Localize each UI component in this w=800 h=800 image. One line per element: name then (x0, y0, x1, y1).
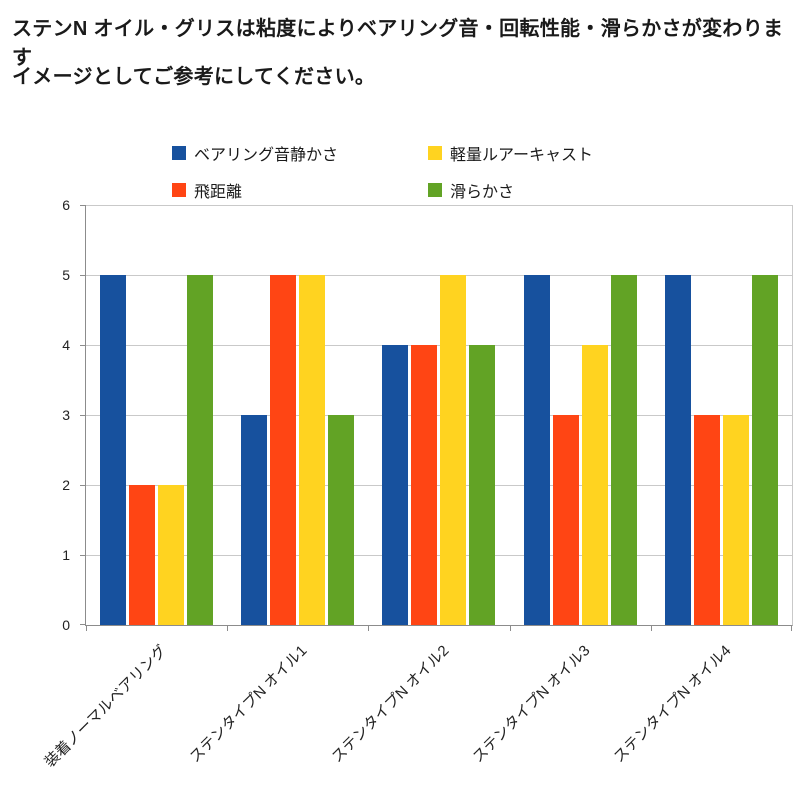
x-axis-tick (509, 625, 511, 631)
legend-label-smoothness: 滑らかさ (450, 184, 515, 201)
bar-bearing-quietness (523, 275, 550, 625)
y-axis-label: 4 (62, 337, 70, 353)
legend-item-bearing-quietness: ベアリング音静かさ (172, 141, 428, 165)
gridline (86, 415, 792, 416)
x-axis-tick (791, 625, 792, 631)
y-axis-tick (80, 275, 86, 276)
legend-swatch-smoothness (428, 183, 442, 197)
y-axis-tick (80, 205, 86, 206)
bar-bearing-quietness (100, 275, 127, 625)
y-axis-label: 1 (62, 547, 70, 563)
bar-light-lure-cast (299, 275, 326, 625)
y-axis: 0 1 2 3 4 5 6 (0, 197, 78, 633)
bar-light-lure-cast (722, 415, 749, 625)
bar-smoothness (469, 345, 496, 625)
y-axis-tick (80, 485, 86, 486)
x-axis-label: ステンタイプN オイル1 (186, 642, 311, 767)
y-axis-label: 0 (62, 617, 70, 633)
bar-bearing-quietness (664, 275, 691, 625)
bar-group (510, 205, 651, 625)
legend-swatch-casting-distance (172, 183, 186, 197)
x-axis-label: ステンタイプN オイル3 (469, 642, 594, 767)
gridline (86, 345, 792, 346)
bar-bearing-quietness (241, 415, 268, 625)
bar-light-lure-cast (581, 345, 608, 625)
bar-group (227, 205, 368, 625)
x-axis-tick (227, 625, 229, 631)
bar-group (651, 205, 792, 625)
bar-group (86, 205, 227, 625)
bar-smoothness (610, 275, 637, 625)
x-axis-tick (650, 625, 652, 631)
bar-smoothness (751, 275, 778, 625)
legend-item-smoothness: 滑らかさ (428, 178, 593, 202)
bar-bearing-quietness (382, 345, 409, 625)
x-axis-label: ステンタイプN オイル4 (610, 642, 735, 767)
y-axis-label: 5 (62, 267, 70, 283)
bar-light-lure-cast (158, 485, 185, 625)
bar-casting-distance (411, 345, 438, 625)
legend-label-casting-distance: 飛距離 (194, 184, 243, 201)
x-axis-labels: 装着ノーマルベアリング ステンタイプN オイル1 ステンタイプN オイル2 ステンタイ… (41, 632, 791, 797)
x-axis-label: ステンタイプN オイル2 (328, 642, 453, 767)
legend-label-bearing-quietness: ベアリング音静かさ (194, 147, 339, 164)
gridline (86, 275, 792, 276)
y-axis-tick (80, 555, 86, 556)
y-axis-label: 6 (62, 197, 70, 213)
legend-swatch-bearing-quietness (172, 146, 186, 160)
chart-legend: ベアリング音静かさ 軽量ルアーキャスト飛距離 滑らかさ (172, 141, 593, 202)
legend-item-casting-distance: 飛距離 (172, 178, 428, 202)
legend-swatch-light-lure-cast (428, 146, 442, 160)
bar-casting-distance (552, 415, 579, 625)
description-line-1: ステンN オイル・グリスは粘度によりベアリング音・回転性能・滑らかさが変わります (12, 18, 784, 69)
legend-item-light-lure-cast: 軽量ルアーキャスト (428, 141, 593, 165)
gridline (86, 205, 792, 206)
y-axis-label: 2 (62, 477, 70, 493)
description-line-2: イメージとしてご参考にしてください。 (12, 66, 376, 88)
x-axis-tick (368, 625, 370, 631)
bar-group (368, 205, 509, 625)
gridline (86, 485, 792, 486)
bar-smoothness (187, 275, 214, 625)
y-axis-label: 3 (62, 407, 70, 423)
bar-casting-distance (129, 485, 156, 625)
bar-light-lure-cast (440, 275, 467, 625)
gridline (86, 555, 792, 556)
plot-area (80, 205, 793, 631)
x-axis-label: 装着ノーマルベアリング (41, 642, 170, 771)
bar-casting-distance (270, 275, 297, 625)
legend-label-light-lure-cast: 軽量ルアーキャスト (450, 147, 594, 164)
y-axis-tick (80, 624, 86, 625)
y-axis-tick (80, 345, 86, 346)
bar-casting-distance (693, 415, 720, 625)
x-axis-tick (86, 625, 87, 631)
y-axis-tick (80, 415, 86, 416)
bar-smoothness (328, 415, 355, 625)
